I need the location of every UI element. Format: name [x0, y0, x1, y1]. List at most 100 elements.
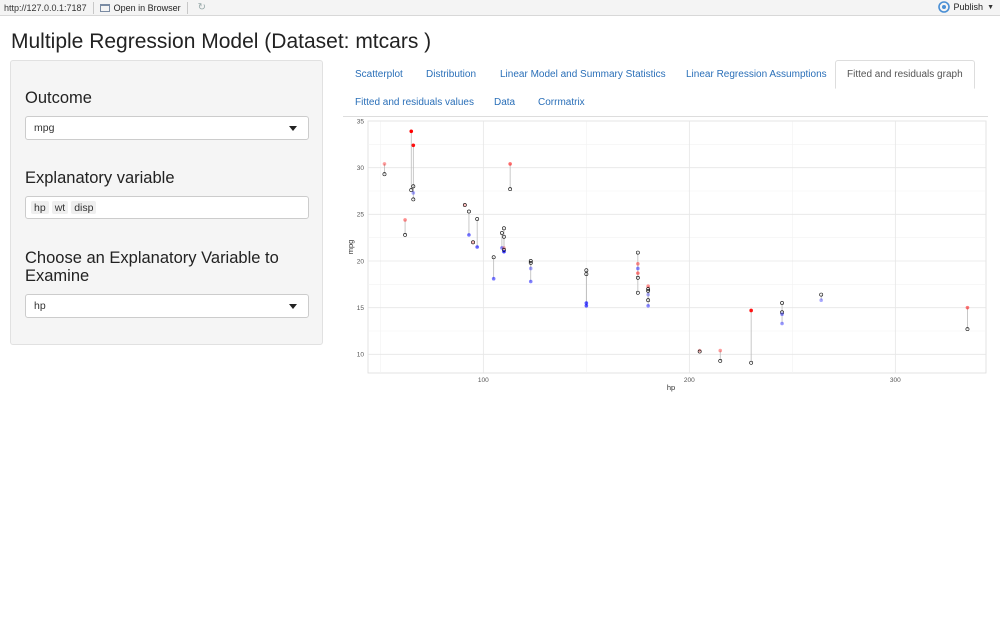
- tab-linear-model[interactable]: Linear Model and Summary Statistics: [500, 69, 666, 80]
- fitted-point: [718, 358, 723, 363]
- fitted-point: [502, 247, 506, 252]
- fitted-point: [471, 240, 475, 245]
- sidebar-panel: Outcome mpg Explanatory variable hp wt d…: [10, 60, 323, 345]
- publish-icon: [937, 1, 950, 13]
- explanatory-chip[interactable]: hp: [31, 201, 49, 214]
- open-in-browser-label: Open in Browser: [113, 2, 181, 13]
- observed-point: [749, 308, 753, 313]
- y-axis-title: mpg: [346, 240, 355, 255]
- observed-point: [471, 240, 475, 245]
- examine-selected-value: hp: [34, 300, 46, 312]
- y-tick-label: 30: [357, 165, 365, 172]
- chart-svg: 100 200 300 10 15 20 25 30 35 hp mpg: [346, 118, 987, 392]
- fitted-point: [502, 226, 506, 231]
- observed-point: [965, 305, 970, 310]
- explanatory-label: Explanatory variable: [25, 169, 175, 187]
- x-tick-label: 200: [684, 377, 695, 384]
- publish-button[interactable]: Publish ▼: [937, 1, 994, 13]
- observed-point: [475, 245, 479, 249]
- tab-fitted-residuals-values[interactable]: Fitted and residuals values: [355, 97, 474, 108]
- fitted-point: [584, 272, 589, 276]
- y-tick-label: 25: [357, 212, 365, 219]
- fitted-point: [646, 287, 651, 291]
- fitted-point: [411, 197, 416, 202]
- fitted-point: [409, 188, 414, 192]
- observed-point: [508, 162, 512, 166]
- fitted-point: [502, 234, 506, 239]
- x-axis-title: hp: [667, 383, 675, 392]
- fitted-residuals-plot: 100 200 300 10 15 20 25 30 35 hp mpg: [343, 117, 993, 397]
- observed-point: [382, 162, 387, 166]
- observed-point: [491, 276, 496, 281]
- fitted-point: [467, 209, 471, 214]
- tab-scatterplot[interactable]: Scatterplot: [355, 69, 403, 80]
- publish-label: Publish: [953, 2, 984, 12]
- fitted-point: [382, 172, 387, 177]
- tab-regression-assumptions[interactable]: Linear Regression Assumptions: [686, 69, 827, 80]
- fitted-point: [411, 184, 416, 189]
- x-tick-label: 100: [478, 377, 489, 384]
- fitted-point: [819, 292, 824, 297]
- observed-point: [584, 301, 589, 305]
- toolbar-divider: [186, 1, 188, 14]
- fitted-point: [635, 275, 640, 280]
- fitted-point: [646, 298, 651, 303]
- fitted-point: [965, 327, 970, 332]
- explanatory-chip[interactable]: wt: [51, 201, 69, 214]
- observed-point: [636, 262, 640, 266]
- observed-point: [467, 233, 471, 237]
- fitted-point: [528, 259, 533, 263]
- outcome-label: Outcome: [25, 89, 92, 107]
- outcome-select[interactable]: mpg: [25, 116, 309, 140]
- page-title: Multiple Regression Model (Dataset: mtca…: [11, 30, 432, 53]
- fitted-point: [475, 217, 480, 221]
- fitted-point: [584, 268, 589, 273]
- fitted-point: [491, 255, 496, 260]
- refresh-icon[interactable]: ↻: [197, 2, 206, 13]
- fitted-point: [635, 290, 640, 295]
- fitted-point: [403, 232, 407, 237]
- window-icon: [99, 3, 110, 12]
- examine-label: Choose an Explanatory Variable to Examin…: [25, 249, 279, 285]
- toolbar-divider: [92, 1, 94, 14]
- tab-bar: Scatterplot Distribution Linear Model an…: [343, 60, 988, 117]
- fitted-point: [780, 310, 784, 315]
- observed-point: [528, 266, 533, 271]
- observed-point: [584, 304, 589, 308]
- observed-point: [463, 203, 467, 207]
- plot-panel: [367, 120, 987, 374]
- fitted-point: [780, 301, 784, 305]
- fitted-point: [635, 250, 640, 255]
- observed-point: [636, 271, 640, 275]
- observed-point: [646, 284, 650, 288]
- observed-point: [646, 292, 650, 297]
- explanatory-multiselect[interactable]: hp wt disp: [25, 196, 309, 219]
- fitted-point: [749, 360, 754, 365]
- fitted-point: [528, 260, 533, 265]
- open-in-browser-button[interactable]: Open in Browser: [99, 2, 181, 13]
- tab-data[interactable]: Data: [494, 97, 516, 108]
- observed-point: [528, 279, 533, 284]
- explanatory-chip[interactable]: disp: [71, 201, 97, 214]
- observed-point: [636, 266, 640, 271]
- observed-point: [718, 348, 723, 353]
- outcome-selected-value: mpg: [34, 122, 55, 134]
- observed-point: [646, 304, 650, 308]
- observed-point: [780, 321, 784, 326]
- examine-select[interactable]: hp: [25, 294, 309, 318]
- chevron-down-icon: [289, 126, 297, 131]
- browser-toolbar: http://127.0.0.1:7187 Open in Browser ↻ …: [0, 0, 1000, 16]
- fitted-point: [462, 203, 467, 207]
- url-text: http://127.0.0.1:7187: [4, 2, 87, 13]
- observed-point: [411, 191, 416, 195]
- fitted-point: [646, 288, 651, 293]
- observed-point: [780, 312, 784, 316]
- tab-corrmatrix[interactable]: Corrmatrix: [538, 97, 585, 108]
- chevron-down-icon: ▼: [987, 3, 994, 11]
- x-tick-label: 300: [890, 377, 901, 384]
- fitted-point: [499, 231, 504, 235]
- observed-point: [409, 129, 414, 134]
- y-tick-label: 35: [357, 118, 365, 125]
- tab-fitted-residuals-graph[interactable]: Fitted and residuals graph: [835, 60, 975, 89]
- tab-distribution[interactable]: Distribution: [426, 69, 477, 80]
